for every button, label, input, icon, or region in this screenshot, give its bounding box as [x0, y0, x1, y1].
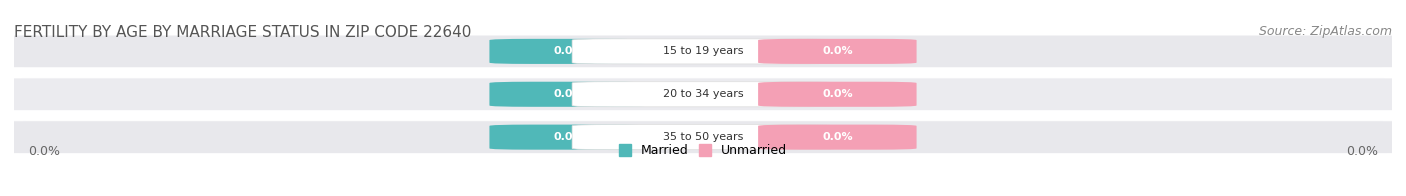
Text: 20 to 34 years: 20 to 34 years — [662, 89, 744, 99]
Text: 0.0%: 0.0% — [28, 145, 60, 158]
Text: 35 to 50 years: 35 to 50 years — [662, 132, 744, 142]
FancyBboxPatch shape — [572, 39, 834, 64]
FancyBboxPatch shape — [758, 39, 917, 64]
FancyBboxPatch shape — [0, 121, 1406, 153]
FancyBboxPatch shape — [489, 82, 648, 107]
Text: Source: ZipAtlas.com: Source: ZipAtlas.com — [1258, 25, 1392, 38]
Text: 0.0%: 0.0% — [823, 89, 852, 99]
FancyBboxPatch shape — [489, 125, 648, 150]
Text: 0.0%: 0.0% — [554, 89, 583, 99]
Text: 15 to 19 years: 15 to 19 years — [662, 46, 744, 56]
FancyBboxPatch shape — [572, 82, 834, 107]
Text: FERTILITY BY AGE BY MARRIAGE STATUS IN ZIP CODE 22640: FERTILITY BY AGE BY MARRIAGE STATUS IN Z… — [14, 25, 471, 40]
Text: 0.0%: 0.0% — [1346, 145, 1378, 158]
FancyBboxPatch shape — [0, 35, 1406, 68]
Text: 0.0%: 0.0% — [554, 46, 583, 56]
FancyBboxPatch shape — [0, 78, 1406, 111]
Text: 0.0%: 0.0% — [823, 46, 852, 56]
FancyBboxPatch shape — [489, 39, 648, 64]
Text: 0.0%: 0.0% — [823, 132, 852, 142]
FancyBboxPatch shape — [758, 125, 917, 150]
FancyBboxPatch shape — [758, 82, 917, 107]
Text: 0.0%: 0.0% — [554, 132, 583, 142]
Legend: Married, Unmarried: Married, Unmarried — [619, 144, 787, 157]
FancyBboxPatch shape — [572, 125, 834, 150]
